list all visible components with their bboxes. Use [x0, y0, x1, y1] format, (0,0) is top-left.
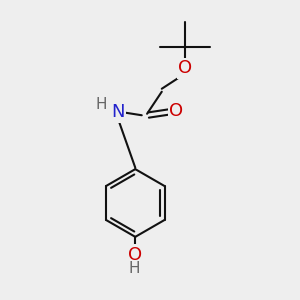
Text: O: O — [128, 245, 142, 263]
Text: N: N — [111, 103, 124, 121]
Text: H: H — [96, 98, 107, 112]
Text: O: O — [178, 59, 192, 77]
Text: H: H — [129, 261, 140, 276]
Text: O: O — [169, 102, 184, 120]
